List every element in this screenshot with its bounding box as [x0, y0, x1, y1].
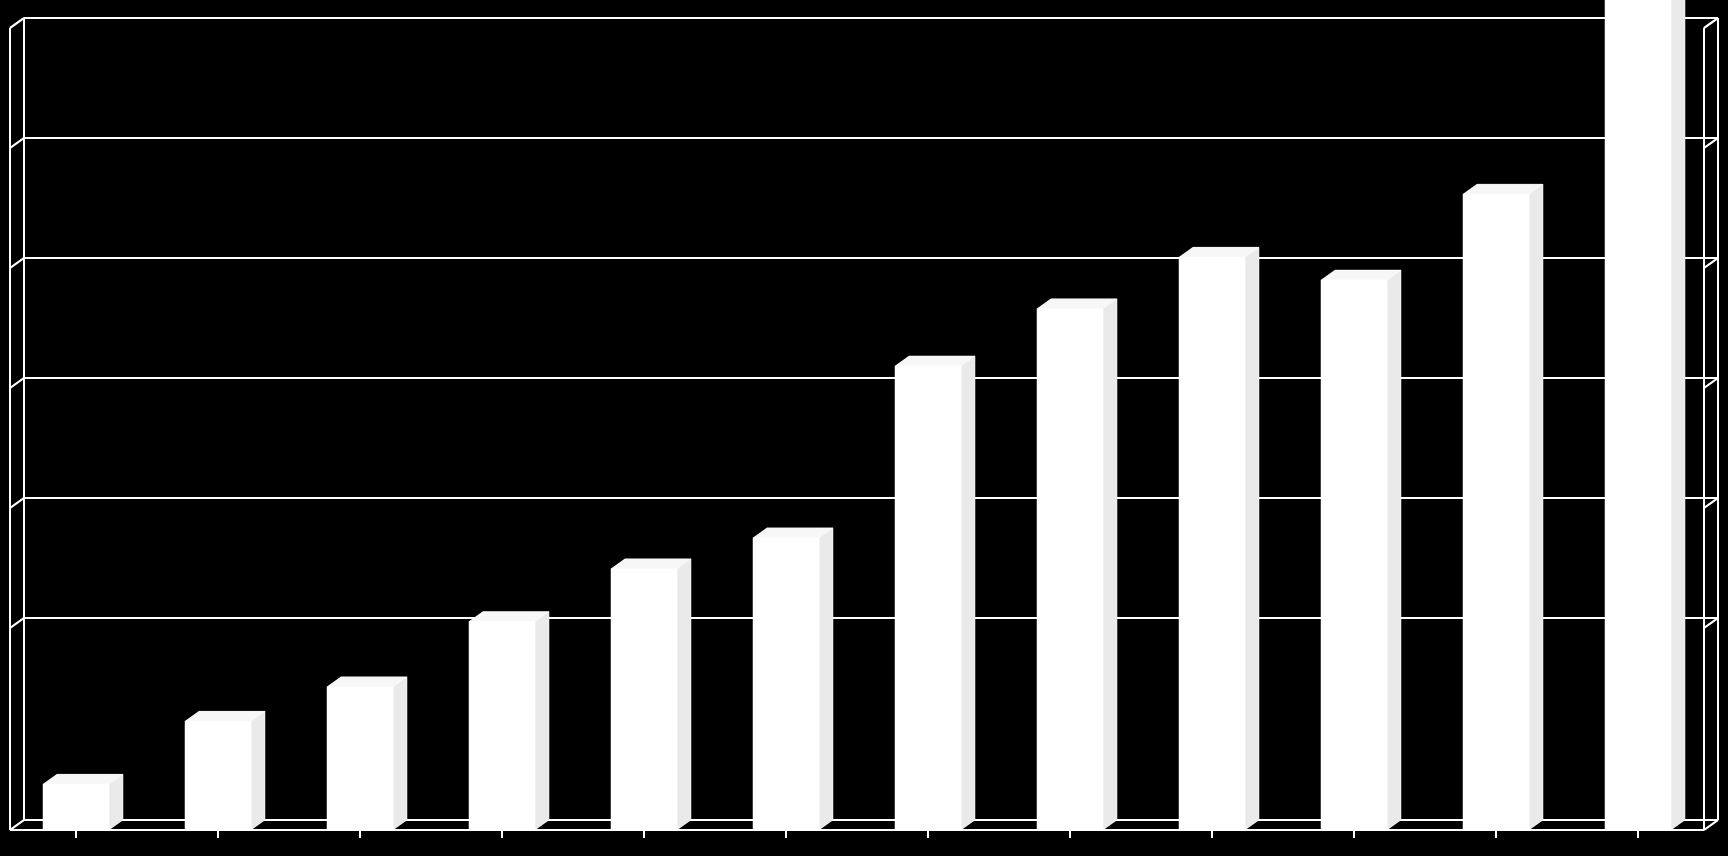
bar [1321, 270, 1401, 830]
bar [185, 711, 265, 830]
bar [1605, 0, 1685, 830]
bar [1179, 247, 1259, 830]
bar [43, 774, 123, 830]
bar-chart-3d [0, 0, 1728, 856]
bar [895, 356, 975, 830]
bar [1463, 184, 1543, 830]
bar [469, 611, 549, 830]
bar [1037, 299, 1117, 830]
bar [611, 559, 691, 830]
bar [327, 677, 407, 830]
bar [753, 528, 833, 830]
